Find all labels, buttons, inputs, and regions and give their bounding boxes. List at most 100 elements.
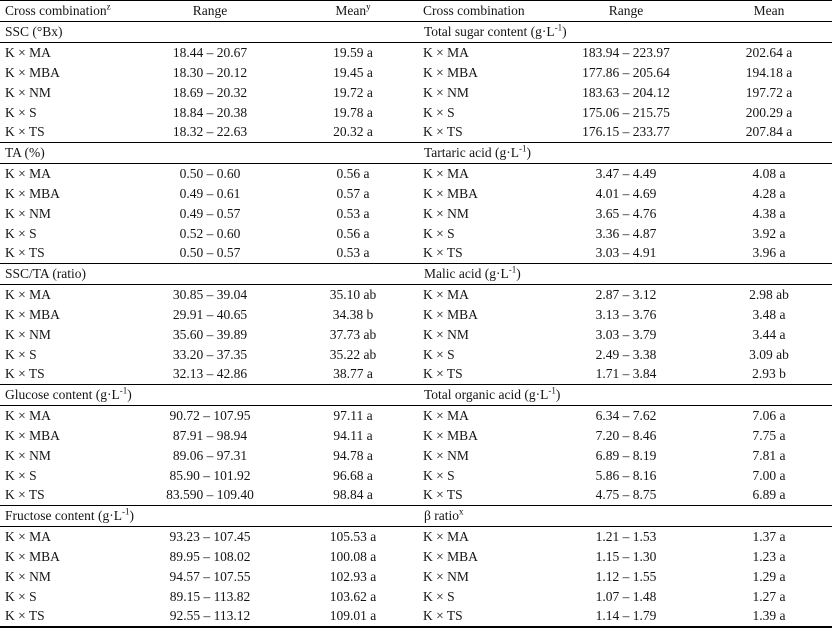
cell-mean-right: 7.06 a bbox=[752, 407, 786, 423]
section-title-right-text: Malic acid (g·L bbox=[424, 266, 509, 281]
cell-cross-right: K × NM bbox=[423, 568, 469, 584]
cell-range-left: 0.49 – 0.57 bbox=[179, 205, 241, 221]
cell-range-right: 1.12 – 1.55 bbox=[595, 568, 657, 584]
cell-cross-right: K × S bbox=[423, 225, 455, 241]
table-row: K × TS 0.50 – 0.57 0.53 a K × TS 3.03 – 4.91… bbox=[0, 244, 832, 264]
cell-cross-right: K × MBA bbox=[423, 185, 478, 201]
section-title-right-post: ) bbox=[516, 266, 521, 281]
cell-mean-right: 3.96 a bbox=[752, 245, 786, 261]
cell-range-right: 175.06 – 215.75 bbox=[582, 104, 670, 120]
table-row: K × NM 0.49 – 0.57 0.53 a K × NM 3.65 – 4.76… bbox=[0, 204, 832, 224]
cell-cross-left: K × TS bbox=[5, 124, 45, 140]
cell-cross-right: K × MBA bbox=[423, 548, 478, 564]
cell-range-right: 3.47 – 4.49 bbox=[595, 165, 657, 181]
cell-mean-left: 19.59 a bbox=[333, 44, 373, 60]
cell-mean-right: 3.09 ab bbox=[749, 346, 789, 362]
section-row: SSC/TA (ratio) Malic acid (g·L-1) bbox=[0, 263, 832, 285]
table-row: K × MA 30.85 – 39.04 35.10 ab K × MA 2.87 – … bbox=[0, 285, 832, 305]
cell-mean-right: 6.89 a bbox=[752, 487, 786, 503]
section-title-right-post: ) bbox=[562, 24, 567, 39]
section-title-right-sup: -1 bbox=[508, 264, 517, 275]
cell-mean-right: 200.29 a bbox=[745, 104, 793, 120]
table-row: K × S 0.52 – 0.60 0.56 a K × S 3.36 – 4.87 3.… bbox=[0, 224, 832, 244]
table-row: K × TS 18.32 – 22.63 20.32 a K × TS 176.15 –… bbox=[0, 123, 832, 143]
cell-range-right: 4.01 – 4.69 bbox=[595, 185, 657, 201]
header-mean-left: Meany bbox=[290, 1, 416, 22]
cell-range-left: 29.91 – 40.65 bbox=[172, 306, 248, 322]
cell-mean-right: 1.37 a bbox=[752, 528, 786, 544]
cell-cross-left: K × MBA bbox=[5, 185, 60, 201]
cell-cross-right: K × TS bbox=[423, 124, 463, 140]
section-title-right-post: ) bbox=[555, 387, 561, 402]
cell-cross-right: K × TS bbox=[423, 245, 463, 261]
cell-range-left: 18.69 – 20.32 bbox=[172, 84, 248, 100]
cell-mean-right: 3.92 a bbox=[752, 225, 786, 241]
cell-cross-right: K × NM bbox=[423, 205, 469, 221]
cell-range-left: 0.50 – 0.60 bbox=[179, 165, 241, 181]
section-title-right-sup: -1 bbox=[519, 143, 527, 154]
cell-cross-left: K × MBA bbox=[5, 548, 60, 564]
cell-mean-right: 4.38 a bbox=[752, 205, 786, 221]
cell-range-left: 83.590 – 109.40 bbox=[166, 487, 254, 503]
cell-range-right: 1.21 – 1.53 bbox=[595, 528, 657, 544]
cell-cross-left: K × TS bbox=[5, 366, 45, 382]
cell-mean-left: 105.53 a bbox=[329, 528, 377, 544]
table-row: K × TS 92.55 – 113.12 109.01 a K × TS 1.14 –… bbox=[0, 607, 832, 627]
cell-mean-right: 3.44 a bbox=[752, 326, 786, 342]
table-row: K × TS 83.590 – 109.40 98.84 a K × TS 4.75 –… bbox=[0, 486, 832, 506]
header-mean-right: Mean bbox=[753, 3, 785, 18]
cell-mean-left: 0.57 a bbox=[336, 185, 370, 201]
cell-mean-left: 35.22 ab bbox=[329, 346, 377, 362]
table-row: K × NM 35.60 – 39.89 37.73 ab K × NM 3.03 – … bbox=[0, 325, 832, 345]
section-title-left: Fructose content (g·L-1) bbox=[0, 506, 416, 527]
table-row: K × MBA 89.95 – 108.02 100.08 a K × MBA 1.15… bbox=[0, 547, 832, 567]
table-row: K × MA 90.72 – 107.95 97.11 a K × MA 6.34 – … bbox=[0, 406, 832, 426]
cell-cross-left: K × MBA bbox=[5, 306, 60, 322]
cell-range-left: 0.49 – 0.61 bbox=[179, 185, 241, 201]
cell-cross-right: K × MA bbox=[423, 44, 469, 60]
table-body: SSC (°Bx) Total sugar content (g·L-1) K × … bbox=[0, 21, 832, 627]
cell-cross-right: K × MA bbox=[423, 286, 469, 302]
cell-range-right: 3.13 – 3.76 bbox=[595, 306, 657, 322]
table-row: K × NM 89.06 – 97.31 94.78 a K × NM 6.89 – 8… bbox=[0, 446, 832, 466]
cell-range-left: 92.55 – 113.12 bbox=[169, 608, 251, 623]
cell-mean-left: 0.53 a bbox=[336, 205, 370, 221]
cell-cross-right: K × MA bbox=[423, 407, 469, 423]
section-title-right: Total organic acid (g·L-1) bbox=[416, 385, 832, 406]
cell-range-left: 87.91 – 98.94 bbox=[172, 427, 248, 443]
section-row: SSC (°Bx) Total sugar content (g·L-1) bbox=[0, 21, 832, 43]
section-title-right-text: Tartaric acid (g·L bbox=[424, 145, 519, 160]
table-row: K × S 85.90 – 101.92 96.68 a K × S 5.86 – 8.… bbox=[0, 466, 832, 486]
section-title-left-post: ) bbox=[127, 387, 132, 402]
section-title-left-text: Fructose content (g·L bbox=[5, 508, 122, 523]
section-title-left-text: TA (%) bbox=[5, 145, 45, 160]
cell-mean-left: 98.84 a bbox=[333, 487, 373, 503]
cell-cross-left: K × NM bbox=[5, 205, 51, 221]
cell-mean-right: 7.81 a bbox=[752, 447, 786, 463]
table-row: K × S 18.84 – 20.38 19.78 a K × S 175.06 – 2… bbox=[0, 103, 832, 123]
section-title-right: Tartaric acid (g·L-1) bbox=[416, 143, 832, 164]
cell-mean-left: 19.72 a bbox=[333, 84, 373, 100]
footnote-marker-z: z bbox=[106, 1, 111, 12]
cell-range-right: 3.36 – 4.87 bbox=[595, 225, 657, 241]
cell-mean-right: 4.28 a bbox=[752, 185, 786, 201]
cell-range-left: 18.32 – 22.63 bbox=[172, 124, 248, 140]
cell-cross-right: K × NM bbox=[423, 84, 469, 100]
cell-cross-left: K × NM bbox=[5, 326, 51, 342]
section-title-left-text: SSC/TA (ratio) bbox=[5, 266, 87, 281]
cell-mean-left: 19.78 a bbox=[333, 104, 373, 120]
table-row: K × MA 0.50 – 0.60 0.56 a K × MA 3.47 – 4.49… bbox=[0, 164, 832, 184]
cell-range-right: 3.03 – 4.91 bbox=[595, 245, 657, 261]
table-row: K × MBA 0.49 – 0.61 0.57 a K × MBA 4.01 – 4.… bbox=[0, 184, 832, 204]
cell-cross-left: K × MA bbox=[5, 407, 51, 423]
cell-range-left: 32.13 – 42.86 bbox=[172, 366, 248, 382]
cell-range-left: 90.72 – 107.95 bbox=[169, 407, 251, 423]
cell-range-right: 1.07 – 1.48 bbox=[595, 588, 657, 604]
cell-mean-right: 3.48 a bbox=[752, 306, 786, 322]
cell-cross-left: K × NM bbox=[5, 568, 51, 584]
cell-cross-right: K × NM bbox=[423, 447, 469, 463]
cell-range-right: 2.49 – 3.38 bbox=[595, 346, 657, 362]
table-row: K × S 89.15 – 113.82 103.62 a K × S 1.07 – 1… bbox=[0, 587, 832, 607]
cell-range-right: 3.03 – 3.79 bbox=[595, 326, 657, 342]
